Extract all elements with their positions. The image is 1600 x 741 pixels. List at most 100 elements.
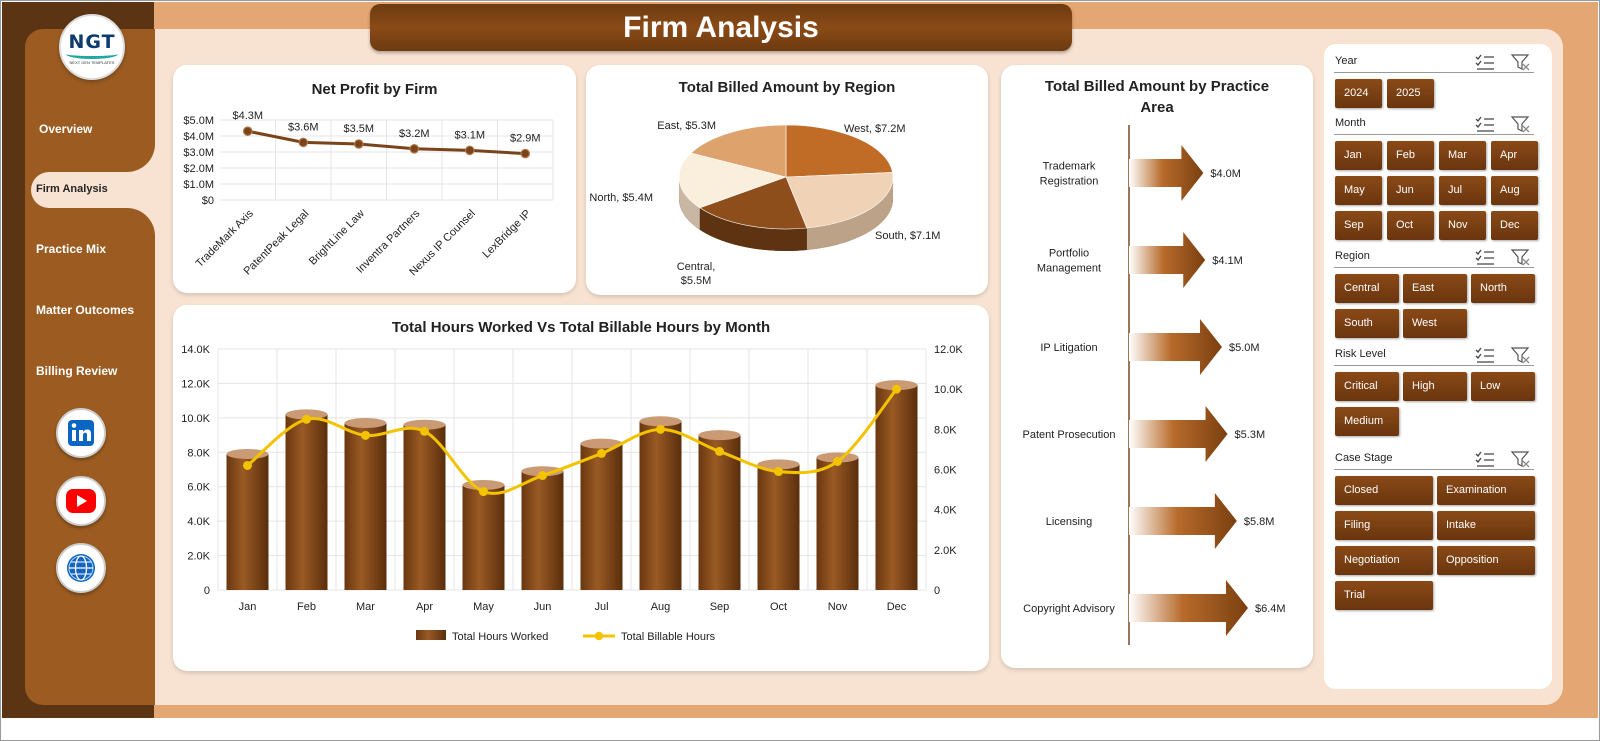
practice-bar	[1129, 232, 1206, 288]
profit-data-label: $4.3M	[232, 110, 263, 122]
month-axis-label: Apr	[416, 601, 433, 613]
practice-bar	[1129, 493, 1237, 549]
logo-text: NGT	[68, 31, 116, 53]
filter-month-option[interactable]: Feb	[1387, 141, 1434, 170]
hours-worked-bar	[757, 464, 800, 590]
filter-year-option[interactable]: 2025	[1387, 79, 1434, 108]
multi-select-icon[interactable]	[1474, 248, 1496, 266]
linkedin-button[interactable]	[56, 408, 106, 458]
filter-month-option[interactable]: Mar	[1439, 141, 1486, 170]
filter-month-option[interactable]: Nov	[1439, 211, 1486, 240]
profit-data-label: $3.2M	[399, 128, 430, 140]
hours-worked-bar-top	[639, 416, 682, 427]
pie-data-label: North, $5.4M	[589, 192, 653, 204]
y-left-tick-label: 12.0K	[181, 378, 210, 390]
filter-month-option[interactable]: Sep	[1335, 211, 1382, 240]
y-tick-label: $2.0M	[183, 163, 214, 175]
billable-hours-point	[715, 446, 724, 456]
nav-practice-mix[interactable]: Practice Mix	[36, 242, 107, 256]
billable-hours-point	[892, 384, 901, 394]
y-left-tick-label: 0	[204, 585, 210, 597]
billable-hours-point	[302, 414, 311, 424]
clear-filter-icon[interactable]	[1510, 53, 1532, 71]
filter-stage-option[interactable]: Negotiation	[1335, 546, 1433, 575]
filter-month-option[interactable]: Dec	[1491, 211, 1538, 240]
website-button[interactable]	[56, 543, 106, 593]
filter-region-option[interactable]: West	[1403, 309, 1467, 338]
region-card: Total Billed Amount by Region West, $7.2…	[586, 65, 988, 295]
filter-risk-option[interactable]: Low	[1471, 372, 1535, 401]
pie-data-label: $5.5M	[681, 275, 712, 287]
filter-month-option[interactable]: Aug	[1491, 176, 1538, 205]
y-right-tick-label: 2.0K	[934, 545, 957, 557]
billable-hours-point	[833, 456, 842, 466]
filter-stage-option[interactable]: Closed	[1335, 476, 1433, 505]
filter-month-option[interactable]: Jul	[1439, 176, 1486, 205]
filter-stage-option[interactable]: Opposition	[1437, 546, 1535, 575]
multi-select-icon[interactable]	[1474, 53, 1496, 71]
practice-title-line2: Area	[1140, 99, 1174, 116]
filter-stage-option[interactable]: Intake	[1437, 511, 1535, 540]
filter-risk-option[interactable]: High	[1403, 372, 1467, 401]
y-right-tick-label: 6.0K	[934, 465, 957, 477]
filter-year-option[interactable]: 2024	[1335, 79, 1382, 108]
filter-stage-label: Case Stage	[1335, 452, 1393, 464]
youtube-button[interactable]	[56, 476, 106, 526]
nav-billing-review[interactable]: Billing Review	[36, 364, 118, 378]
filter-region-option[interactable]: South	[1335, 309, 1399, 338]
filter-region-option[interactable]: Central	[1335, 274, 1399, 303]
clear-filter-icon[interactable]	[1510, 248, 1532, 266]
filter-region-option[interactable]: North	[1471, 274, 1535, 303]
legend-marker-billable-hours	[594, 631, 604, 641]
filter-stage-option[interactable]: Trial	[1335, 581, 1433, 610]
filter-risk-option[interactable]: Medium	[1335, 407, 1399, 436]
globe-icon	[67, 554, 95, 582]
filter-month-option[interactable]: Jan	[1335, 141, 1382, 170]
nav-selection-curve-top	[119, 141, 155, 172]
nav-matter-outcomes[interactable]: Matter Outcomes	[36, 303, 135, 317]
logo-swoosh	[66, 49, 118, 59]
profit-point	[520, 148, 531, 159]
filter-month-option[interactable]: May	[1335, 176, 1382, 205]
hours-worked-bar	[639, 421, 682, 590]
nav-firm-analysis[interactable]: Firm Analysis	[36, 183, 108, 195]
clear-filter-icon[interactable]	[1510, 346, 1532, 364]
month-axis-label: Jan	[239, 601, 257, 613]
legend-label-billable-hours: Total Billable Hours	[621, 631, 716, 643]
filter-stage-option[interactable]: Filing	[1335, 511, 1433, 540]
logo-subtitle: NEXT GEN TEMPLATES	[69, 60, 115, 65]
filter-month-option[interactable]: Apr	[1491, 141, 1538, 170]
month-axis-label: Oct	[770, 601, 787, 613]
region-pie-chart: West, $7.2M South, $7.1M Central, North, $5…	[589, 120, 940, 287]
clear-filter-icon[interactable]	[1510, 450, 1532, 468]
y-right-tick-label: 12.0K	[934, 344, 963, 356]
y-tick-label: $5.0M	[183, 115, 214, 127]
filter-stage-option[interactable]: Examination	[1437, 476, 1535, 505]
filter-month-option[interactable]: Jun	[1387, 176, 1434, 205]
profit-data-label: $3.6M	[288, 121, 319, 133]
billable-hours-point	[479, 487, 488, 497]
hours-worked-bar-top	[344, 418, 387, 429]
multi-select-icon[interactable]	[1474, 346, 1496, 364]
nav-overview[interactable]: Overview	[39, 122, 93, 136]
pie-data-label: South, $7.1M	[875, 230, 940, 242]
filter-region-option[interactable]: East	[1403, 274, 1467, 303]
y-left-tick-label: 2.0K	[187, 551, 210, 563]
profit-point	[353, 139, 364, 149]
hours-worked-bar-top	[757, 459, 800, 470]
multi-select-icon[interactable]	[1474, 115, 1496, 133]
filter-risk-option[interactable]: Critical	[1335, 372, 1399, 401]
filter-month-option[interactable]: Oct	[1387, 211, 1434, 240]
multi-select-icon[interactable]	[1474, 450, 1496, 468]
clear-filter-icon[interactable]	[1510, 115, 1532, 133]
pie-slice	[785, 124, 893, 178]
filter-divider	[1334, 267, 1534, 268]
billable-hours-point	[243, 460, 252, 470]
practice-data-label: $5.3M	[1235, 429, 1266, 441]
hours-worked-bar	[698, 435, 741, 590]
y-left-tick-label: 8.0K	[187, 447, 210, 459]
filter-divider	[1334, 72, 1534, 73]
profit-data-label: $2.9M	[510, 133, 541, 145]
y-right-tick-label: 0	[934, 585, 940, 597]
